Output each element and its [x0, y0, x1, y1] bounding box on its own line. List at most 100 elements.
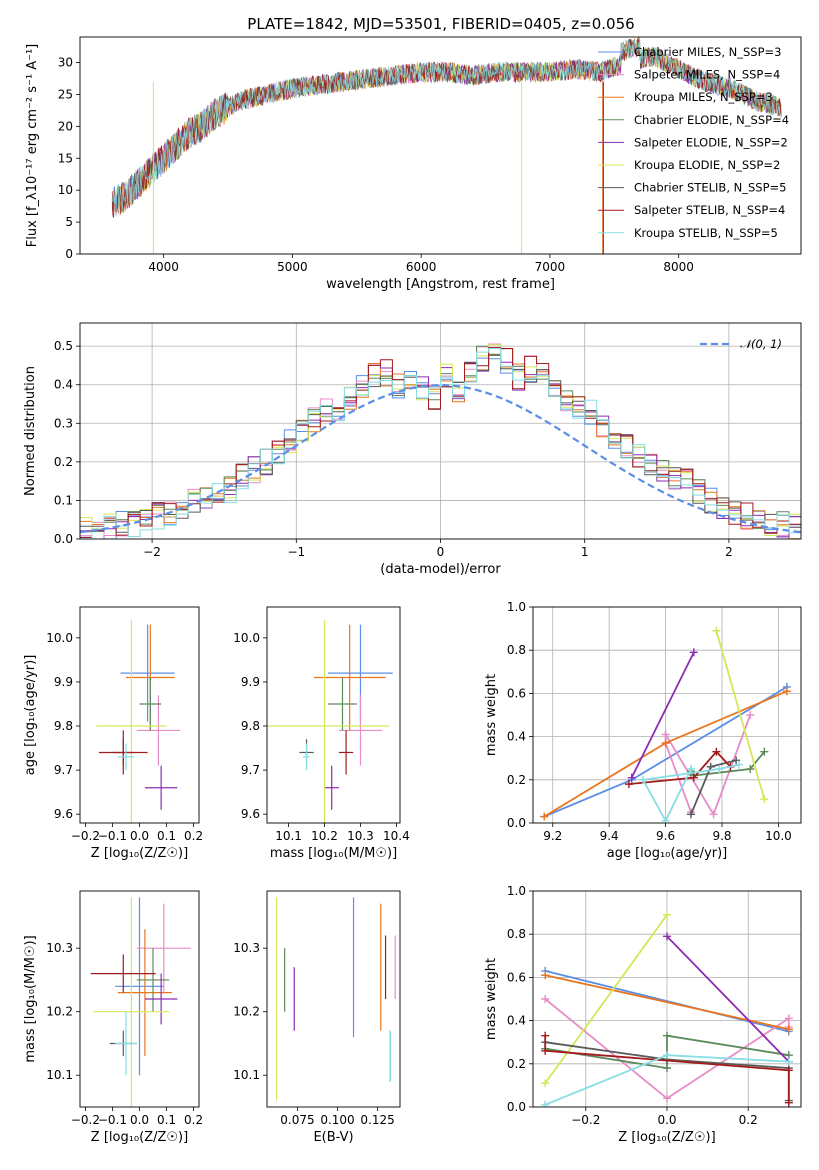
weight-marker: [686, 810, 695, 819]
weight-marker: [715, 765, 724, 773]
error-bar-point: [139, 677, 162, 731]
x-tick-label: −2: [143, 545, 161, 559]
x-axis-label: (data-model)/error: [380, 562, 501, 577]
panel-weight-vs-z: −0.2 0.0 0.2 0.0 0.2 0.4 0.6 0.8 1.0 Z [log₁₀(Z/Z…: [484, 884, 802, 1145]
y-axis-label: mass weight: [484, 674, 499, 756]
legend: Chabrier MILES, N_SSP=3 Salpeter MILES, N…: [598, 45, 789, 240]
weight-line: [715, 630, 766, 800]
x-tick-label: 0.0: [130, 1113, 149, 1127]
y-tick-label: 10.3: [46, 941, 73, 955]
plot-area: [533, 891, 801, 1107]
error-bar-point: [90, 954, 156, 993]
axes-frame: [79, 36, 802, 255]
y-tick-label: 9.6: [241, 807, 260, 821]
weight-marker: [541, 1079, 550, 1088]
error-bar-point: [136, 695, 181, 766]
x-tick-label: 5000: [277, 260, 308, 274]
plot-area: [276, 897, 396, 1101]
x-tick-label: −0.2: [71, 1113, 100, 1127]
x-tick-label: 10.1: [275, 829, 302, 843]
legend-label: Kroupa MILES, N_SSP=3: [634, 90, 773, 104]
x-tick-label: 8000: [663, 260, 694, 274]
y-tick-label: 0.0: [507, 1100, 526, 1114]
axes-frame: [266, 606, 401, 824]
x-tick-label: 0.0: [657, 1113, 676, 1127]
weight-marker: [663, 932, 671, 941]
y-tick-label: 0.4: [54, 378, 73, 392]
weight-line: [544, 1035, 790, 1103]
weight-marker: [624, 780, 633, 789]
panel-residuals: −2 −1 0 1 2 0.0 0.1 0.2 0.3 0.4 0.5 (data-model)/er…: [23, 322, 802, 577]
y-tick-label: 0.2: [507, 773, 526, 787]
x-tick-label: 0.0: [130, 829, 149, 843]
weight-marker: [663, 1064, 671, 1073]
weight-marker: [712, 747, 721, 756]
panel-mass-vs-ebv: 0.075 0.100 0.125 10.1 10.2 10.3 E(B-V): [233, 890, 401, 1145]
x-tick-label: 0: [437, 545, 445, 559]
y-tick-label: 9.6: [54, 807, 73, 821]
error-bar-point: [93, 897, 170, 1107]
y-tick-label: 10: [58, 183, 73, 197]
x-tick-label: 9.4: [600, 829, 619, 843]
y-tick-label: 0.4: [507, 730, 526, 744]
plot-area: [96, 620, 181, 823]
weight-marker: [541, 1046, 550, 1055]
x-tick-label: 10.4: [383, 829, 410, 843]
y-tick-label: 25: [58, 87, 73, 101]
x-tick-label: 9.6: [656, 829, 675, 843]
y-tick-label: 9.7: [54, 763, 73, 777]
weight-marker: [663, 1094, 671, 1103]
x-tick-label: 0.100: [320, 1113, 354, 1127]
plot-area: [533, 607, 801, 823]
legend-label: Kroupa ELODIE, N_SSP=2: [634, 158, 780, 172]
normal-curve: [80, 383, 801, 534]
y-axis-label: age [log₁₀(age/yr)]: [23, 655, 38, 776]
x-tick-label: 9.2: [543, 829, 562, 843]
weight-marker: [746, 711, 755, 719]
legend-label: Salpeter MILES, N_SSP=4: [634, 68, 780, 82]
weight-marker: [540, 812, 549, 821]
error-bar-point: [338, 730, 354, 775]
panel-age-vs-z: −0.2−0.1 0.0 0.1 0.2 9.6 9.7 9.8 9.9 10.0 Z [log₁…: [23, 606, 203, 861]
y-axis-label: Flux [f_λ10⁻¹⁷ erg cm⁻² s⁻¹ A⁻¹]: [25, 44, 40, 248]
y-tick-label: 10.2: [233, 1005, 260, 1019]
weight-line: [630, 652, 695, 778]
legend-label: Chabrier STELIB, N_SSP=5: [634, 181, 786, 195]
y-axis-label: mass weight: [484, 958, 499, 1040]
weight-marker: [541, 1031, 550, 1040]
x-tick-label: −0.1: [98, 829, 127, 843]
error-bar-point: [144, 973, 178, 1025]
panel-spectrum: 4000 5000 6000 7000 8000 0 5 10 15 20 25 30 waveleng…: [25, 36, 802, 292]
figure-title: PLATE=1842, MJD=53501, FIBERID=0405, z=0…: [247, 15, 634, 33]
x-axis-label: Z [log₁₀(Z/Z☉)]: [91, 1130, 188, 1145]
weight-line: [666, 935, 790, 1063]
error-bar-point: [115, 1011, 137, 1076]
y-tick-label: 10.0: [233, 631, 260, 645]
y-tick-label: 10.1: [233, 1068, 260, 1082]
y-tick-label: 9.7: [241, 763, 260, 777]
x-axis-label: mass [log₁₀(M/M☉)]: [270, 846, 397, 861]
x-tick-label: 10.2: [311, 829, 338, 843]
error-bar-point: [96, 620, 167, 823]
weight-marker: [663, 1051, 671, 1060]
weight-marker: [661, 739, 670, 748]
y-tick-label: 0.2: [507, 1057, 526, 1071]
error-bar-point: [98, 730, 148, 775]
y-tick-label: 1.0: [507, 884, 526, 898]
y-tick-label: 10.2: [46, 1005, 73, 1019]
weight-marker: [712, 626, 721, 635]
x-tick-label: 9.8: [712, 829, 731, 843]
y-tick-label: 0: [65, 247, 73, 261]
error-bar-point: [117, 743, 135, 771]
weight-marker: [639, 775, 648, 784]
x-tick-label: 0.125: [360, 1113, 394, 1127]
y-tick-label: 10.1: [46, 1068, 73, 1082]
y-tick-label: 0.8: [507, 643, 526, 657]
axes-frame: [79, 606, 200, 824]
y-tick-label: 0.8: [507, 927, 526, 941]
x-tick-label: 6000: [406, 260, 437, 274]
y-tick-label: 9.8: [241, 719, 260, 733]
weight-marker: [760, 747, 769, 756]
y-tick-label: 0.0: [507, 816, 526, 830]
